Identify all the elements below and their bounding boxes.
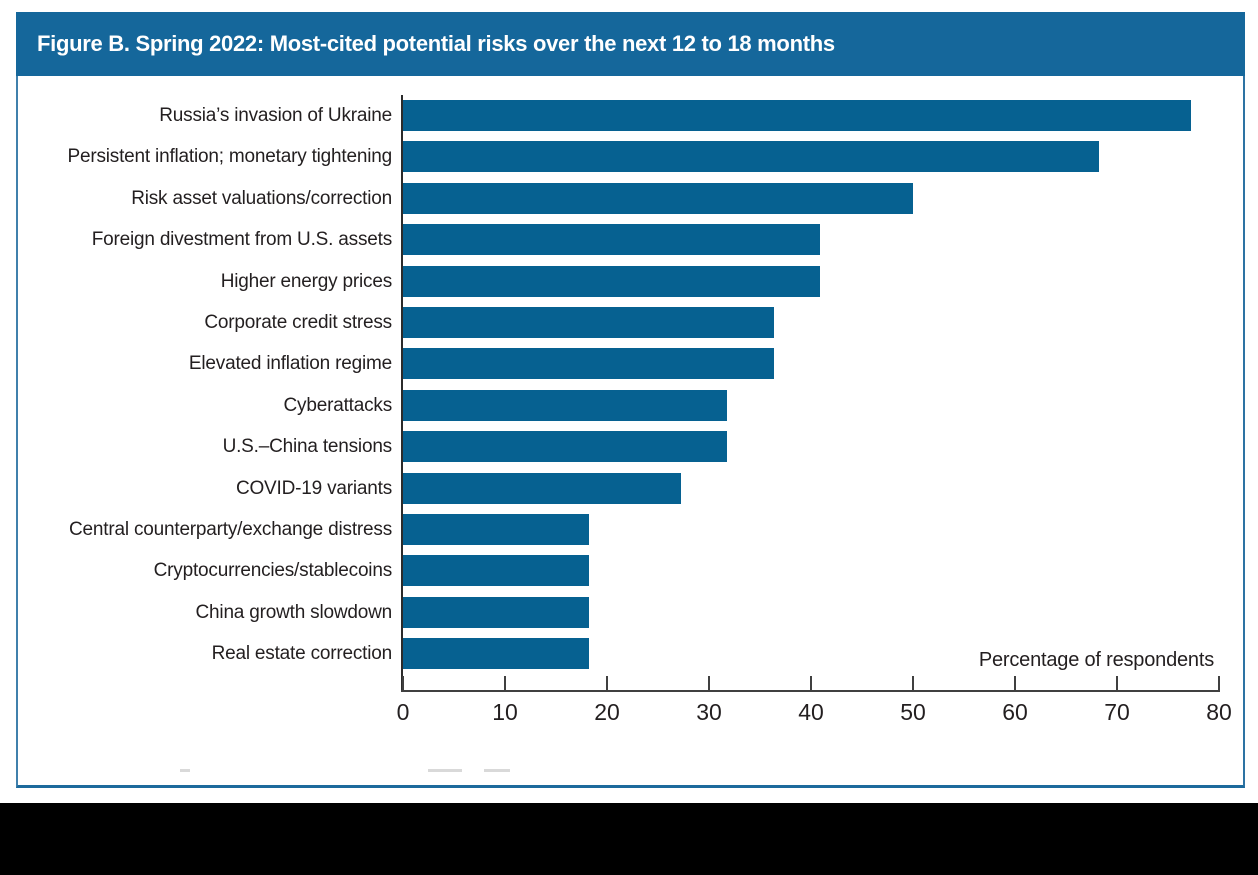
bar-label: Real estate correction — [211, 643, 393, 665]
bar — [403, 307, 775, 338]
bar — [403, 555, 589, 587]
bar — [403, 389, 728, 421]
bar — [403, 472, 682, 504]
bar-label: Cyberattacks — [283, 394, 393, 416]
bar — [403, 514, 589, 545]
footer-bar — [0, 803, 1258, 875]
bar — [403, 141, 1099, 173]
x-axis-tick-label: 50 — [900, 699, 926, 725]
x-axis-tick — [606, 676, 608, 690]
bar-chart: Percentage of respondents Russia’s invas… — [18, 76, 1243, 785]
bar — [403, 431, 728, 463]
x-axis-tick-label: 40 — [798, 699, 824, 725]
x-axis-tick-label: 80 — [1206, 699, 1232, 725]
bar-label: Russia’s invasion of Ukraine — [159, 105, 392, 126]
x-axis-tick — [708, 676, 710, 690]
bar-label: Elevated inflation regime — [188, 353, 392, 375]
bar-label: Corporate credit stress — [204, 312, 392, 333]
footnote-remnant — [428, 769, 462, 772]
bar-label: U.S.–China tensions — [222, 436, 393, 458]
x-axis-tick-label: 10 — [492, 699, 518, 725]
bar — [403, 100, 1192, 131]
x-axis-tick — [1116, 676, 1118, 690]
bar — [403, 182, 913, 214]
bar — [403, 638, 589, 670]
bar — [403, 224, 821, 256]
bar-label: China growth slowdown — [195, 601, 393, 623]
x-axis-tick — [1014, 676, 1016, 690]
x-axis-tick-label: 70 — [1104, 699, 1130, 725]
figure-title: Figure B. Spring 2022: Most-cited potent… — [37, 31, 835, 56]
x-axis-tick — [810, 676, 812, 690]
footnote-remnant — [180, 769, 190, 772]
x-axis-tick — [912, 676, 914, 690]
bar — [403, 596, 589, 628]
x-axis-title: Percentage of respondents — [978, 649, 1214, 671]
x-axis-tick-label: 20 — [594, 699, 620, 725]
bar-label: COVID-19 variants — [235, 477, 392, 499]
figure-title-bar: Figure B. Spring 2022: Most-cited potent… — [16, 12, 1245, 76]
bar-label: Risk asset valuations/correction — [131, 187, 392, 209]
bar — [403, 265, 821, 297]
footnote-remnant — [484, 769, 510, 772]
bar-label: Persistent inflation; monetary tightenin… — [67, 146, 393, 168]
x-axis-tick-label: 0 — [396, 699, 410, 725]
x-axis-line — [401, 690, 1220, 692]
x-axis-tick-label: 30 — [696, 699, 722, 725]
figure-panel: Figure B. Spring 2022: Most-cited potent… — [16, 12, 1245, 788]
bar-label: Central counterparty/exchange distress — [69, 519, 392, 540]
x-axis-tick — [504, 676, 506, 690]
bar-label: Higher energy prices — [220, 270, 393, 292]
bar — [403, 348, 775, 380]
bar-label: Foreign divestment from U.S. assets — [91, 229, 392, 251]
y-axis-line — [401, 95, 403, 692]
x-axis-tick — [402, 676, 404, 690]
x-axis-tick — [1218, 676, 1220, 690]
bar-label: Cryptocurrencies/stablecoins — [153, 560, 393, 582]
x-axis-tick-label: 60 — [1002, 699, 1028, 725]
